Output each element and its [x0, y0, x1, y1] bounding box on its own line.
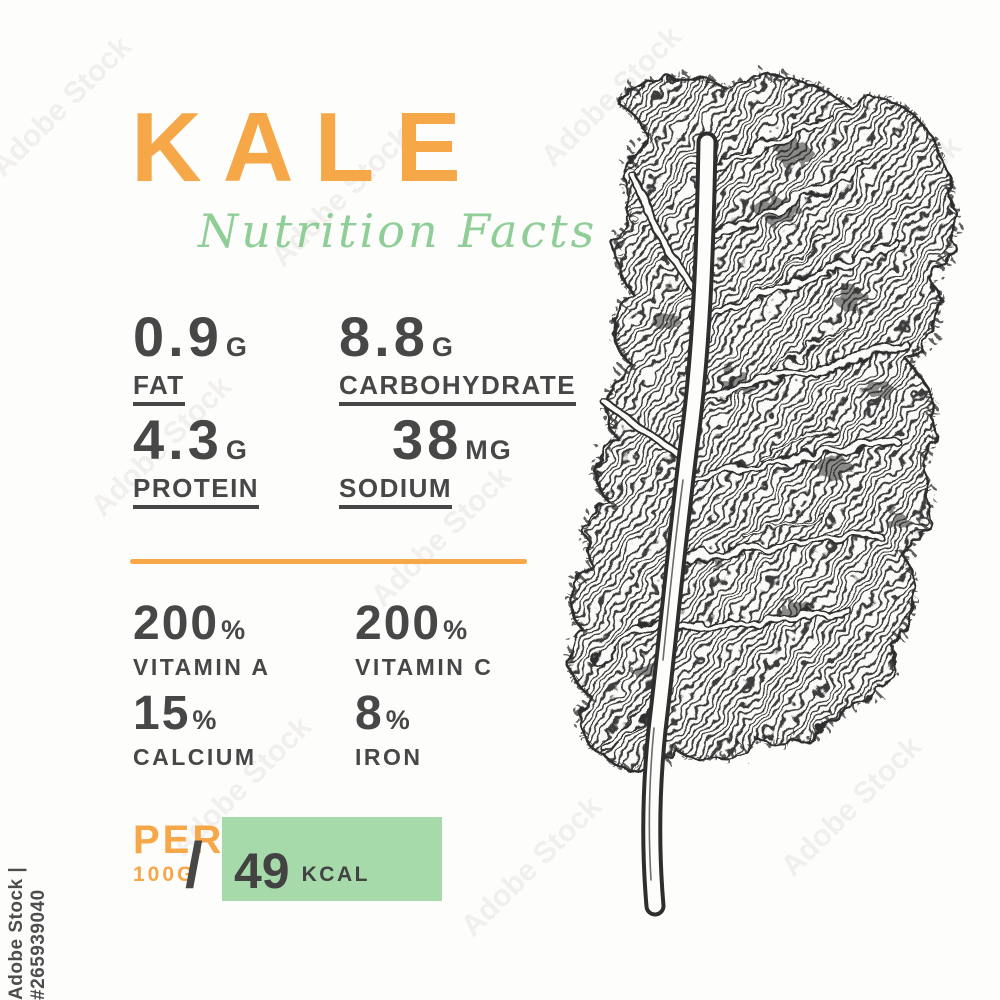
macro-fat-unit: G	[225, 332, 249, 362]
micro-vitamin-a: 200% VITAMIN A	[133, 600, 271, 679]
macro-fat-value: 0.9	[133, 305, 223, 368]
micro-vitamin-c-value: 200	[355, 597, 442, 650]
micro-vitamin-a-label: VITAMIN A	[133, 654, 271, 680]
micro-iron-label: IRON	[355, 744, 423, 770]
micro-vitamin-a-unit: %	[221, 615, 246, 645]
section-divider	[130, 559, 527, 564]
macro-carbohydrate: 8.8 G CARBOHYDRATE	[339, 309, 577, 406]
macro-protein-unit: G	[225, 435, 249, 465]
macro-sodium-value: 38	[392, 408, 463, 471]
macro-fat: 0.9 G FAT	[133, 309, 249, 406]
macro-carbohydrate-number: 8.8 G	[339, 309, 576, 365]
micro-calcium-value: 15	[133, 687, 191, 740]
micro-vitamin-a-value: 200	[133, 597, 220, 650]
kale-leaf-frill-edge	[565, 73, 958, 772]
kale-stem	[641, 131, 718, 917]
micro-iron-value: 8	[355, 687, 384, 740]
micro-vitamin-c-label: VITAMIN C	[355, 654, 494, 680]
macro-protein: 4.3 G PROTEIN	[133, 412, 260, 509]
micro-calcium-unit: %	[192, 705, 217, 735]
watermark-tile: Adobe Stock	[0, 30, 138, 184]
micro-iron: 8% IRON	[355, 690, 423, 769]
macro-fat-number: 0.9 G	[133, 309, 249, 365]
macro-carbohydrate-label: CARBOHYDRATE	[339, 372, 577, 406]
page-title: KALE	[131, 92, 482, 202]
micro-calcium: 15% CALCIUM	[133, 690, 257, 769]
macro-carbohydrate-unit: G	[431, 332, 455, 362]
serving-slash: /	[185, 829, 203, 901]
micro-vitamin-c-unit: %	[443, 615, 468, 645]
macro-protein-number: 4.3 G	[133, 412, 259, 468]
macro-sodium-label: SODIUM	[339, 475, 452, 509]
page-subtitle: Nutrition Facts	[198, 204, 598, 258]
macro-sodium: 38 MG SODIUM	[339, 412, 513, 509]
macro-sodium-unit: MG	[465, 435, 513, 465]
macro-sodium-number: 38 MG	[339, 412, 513, 468]
micro-iron-unit: %	[385, 705, 410, 735]
serving-per-block: PER 100G	[133, 820, 224, 885]
kale-leaf-veins	[592, 113, 912, 753]
macro-protein-label: PROTEIN	[133, 475, 260, 509]
calorie-box: 49 KCAL	[222, 817, 442, 901]
micro-calcium-label: CALCIUM	[133, 744, 257, 770]
macro-protein-value: 4.3	[133, 408, 223, 471]
macro-carbohydrate-value: 8.8	[339, 305, 429, 368]
kale-illustration	[545, 60, 1000, 930]
serving-amount: 100G	[133, 863, 197, 886]
calorie-value: 49	[234, 843, 290, 899]
watermark-stock-id: Adobe Stock | #265939040	[6, 866, 49, 1000]
micro-vitamin-c: 200% VITAMIN C	[355, 600, 493, 679]
macro-fat-label: FAT	[133, 372, 185, 406]
serving-per-word: PER	[133, 818, 225, 862]
calorie-unit: KCAL	[301, 863, 370, 886]
kale-leaf-sketch-icon	[565, 73, 958, 917]
